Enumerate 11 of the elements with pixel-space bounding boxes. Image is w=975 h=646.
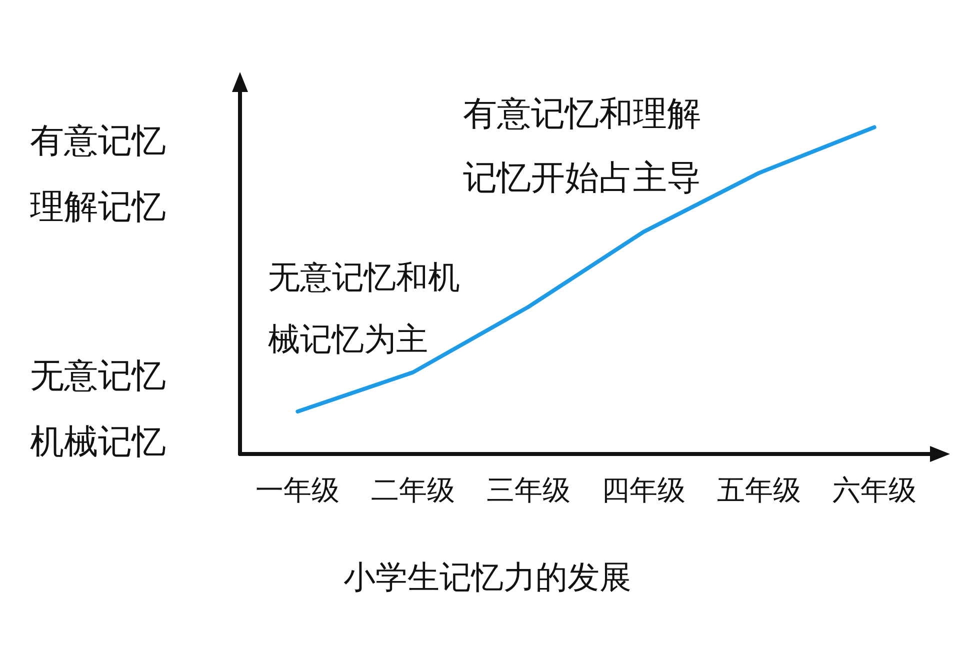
annotation: 无意记忆和机械记忆为主 xyxy=(268,258,460,358)
x-tick-label: 二年级 xyxy=(371,474,455,506)
x-tick-label: 一年级 xyxy=(256,474,340,506)
text: 无意记忆机械记忆 xyxy=(30,356,166,462)
x-tick-label: 四年级 xyxy=(602,474,686,506)
x-tick-label: 三年级 xyxy=(486,474,570,506)
x-tick-label: 六年级 xyxy=(832,474,916,506)
x-tick-label: 五年级 xyxy=(717,474,801,506)
text: 有意记忆理解记忆 xyxy=(30,121,166,227)
text: 小学生记忆力的发展 xyxy=(344,558,632,596)
annotation: 有意记忆和理解记忆开始占主导 xyxy=(463,94,701,198)
